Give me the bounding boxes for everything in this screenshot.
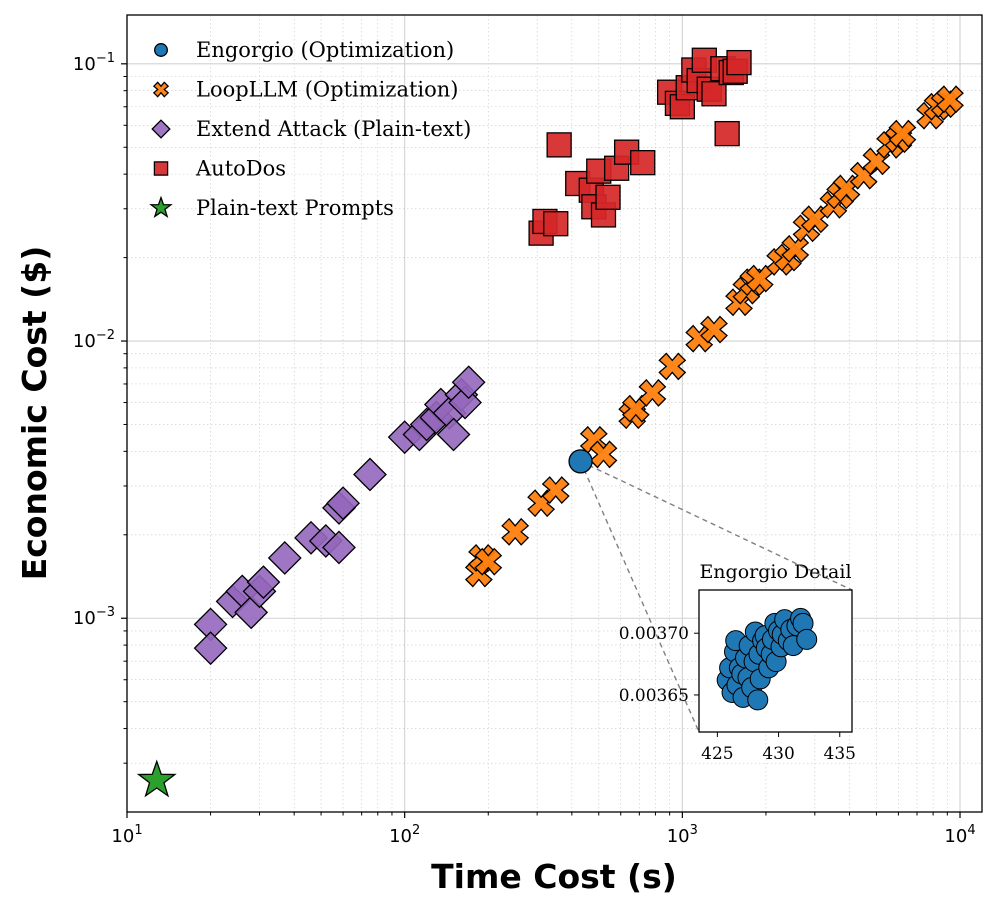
- legend-marker: [152, 81, 170, 98]
- inset-points: [716, 607, 818, 711]
- x-tick-exponent: 1: [134, 823, 142, 838]
- inset-y-tick-label: 0.00365: [619, 686, 689, 706]
- data-point: [474, 547, 503, 576]
- y-tick-exponent: −1: [96, 51, 115, 66]
- inset-data-point: [747, 689, 769, 711]
- data-point: [658, 352, 687, 381]
- data-point: [193, 631, 228, 666]
- data-point: [714, 120, 740, 147]
- legend-marker: [153, 161, 169, 176]
- inset-x-tick-label: 435: [824, 744, 856, 764]
- data-point: [888, 119, 917, 148]
- data-point: [136, 759, 177, 798]
- data-point: [726, 49, 752, 76]
- data-point: [246, 565, 281, 600]
- y-axis-label: Economic Cost ($): [15, 246, 54, 581]
- series-x: [464, 85, 964, 588]
- legend: Engorgio (Optimization) LoopLLM (Optimiza…: [149, 38, 471, 220]
- series-circle: [568, 449, 593, 474]
- inset-connector-line: [579, 461, 700, 733]
- y-tick-label: 10−3: [73, 605, 115, 629]
- x-tick-label: 102: [389, 823, 420, 847]
- data-point: [595, 184, 621, 210]
- inset-y-tick-label: 0.00370: [619, 624, 689, 644]
- data-point: [745, 264, 774, 293]
- data-point: [543, 211, 569, 237]
- series-star: [136, 759, 177, 798]
- data-point: [451, 365, 486, 400]
- legend-label: Plain-text Prompts: [196, 196, 394, 220]
- legend-label: Extend Attack (Plain-text): [196, 117, 471, 141]
- data-point: [267, 541, 302, 575]
- data-point: [501, 517, 530, 546]
- data-point: [568, 449, 593, 474]
- x-axis-label: Time Cost (s): [431, 857, 677, 896]
- inset-data-point: [796, 628, 818, 650]
- x-tick-exponent: 2: [412, 823, 420, 838]
- inset-title: Engorgio Detail: [699, 561, 851, 583]
- x-tick-label: 101: [111, 823, 142, 847]
- legend-label: AutoDos: [195, 157, 286, 181]
- y-tick-label: 10−2: [73, 328, 115, 352]
- legend-label: LoopLLM (Optimization): [196, 78, 458, 102]
- inset-x-tick-label: 425: [701, 744, 733, 764]
- x-tick-exponent: 3: [690, 823, 698, 838]
- y-tick-label: 10−1: [73, 51, 115, 75]
- legend-marker: [154, 43, 168, 57]
- data-point: [701, 81, 727, 107]
- series-square: [528, 47, 752, 246]
- y-tick-exponent: −3: [96, 605, 115, 620]
- engorgio-detail-inset: 425 430 435 0.00365 0.00370 Engorgio Detail: [619, 561, 856, 764]
- x-tick-exponent: 4: [967, 823, 975, 838]
- data-point: [638, 378, 667, 407]
- x-tick-label: 104: [944, 823, 975, 847]
- data-point: [326, 486, 360, 521]
- data-point: [936, 85, 964, 114]
- data-point: [322, 530, 356, 565]
- legend-marker: [149, 195, 173, 219]
- legend-label: Engorgio (Optimization): [196, 38, 454, 62]
- data-point: [436, 417, 471, 452]
- data-point: [700, 315, 728, 344]
- data-point: [800, 205, 829, 234]
- data-point: [630, 150, 656, 176]
- data-point: [589, 440, 618, 469]
- series-diamond: [193, 365, 486, 666]
- inset-x-tick-label: 430: [762, 744, 794, 764]
- data-point: [546, 132, 572, 158]
- plot-frame: [126, 14, 983, 813]
- data-point: [353, 457, 387, 492]
- x-tick-label: 103: [667, 823, 698, 847]
- y-tick-exponent: −2: [96, 328, 115, 343]
- data-point: [541, 476, 570, 505]
- data-layer: [136, 47, 964, 798]
- legend-marker: [151, 119, 171, 139]
